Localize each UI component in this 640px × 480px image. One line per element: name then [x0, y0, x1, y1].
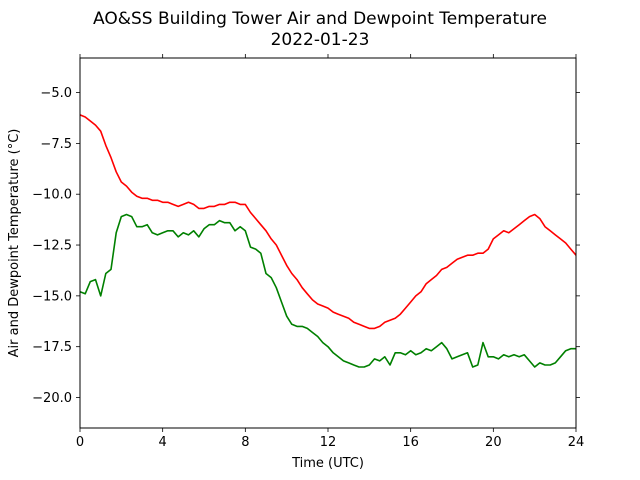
y-axis-label: Air and Dewpoint Temperature (°C) [7, 129, 22, 358]
x-tick-label: 24 [568, 435, 585, 450]
series-line-1 [79, 213, 576, 368]
plot-area: 0 4 8 12 16 20 24 −20.0 −17.5 −15.0 −12.5 −10.0 −7.5… [32, 54, 584, 450]
x-tick-label: 0 [76, 435, 84, 450]
x-tick-label: 4 [159, 435, 167, 450]
y-tick-label: −10.0 [32, 188, 72, 203]
y-tick-label: −5.0 [40, 86, 72, 101]
x-tick-label: 20 [485, 435, 502, 450]
chart-subtitle: 2022-01-23 [271, 30, 370, 50]
y-tick-label: −12.5 [32, 239, 72, 254]
y-tick-label: −20.0 [32, 391, 72, 406]
x-tick-label: 8 [241, 435, 249, 450]
chart-title: AO&SS Building Tower Air and Dewpoint Te… [93, 9, 547, 29]
x-axis-label: Time (UTC) [291, 456, 364, 471]
y-tick-label: −15.0 [32, 289, 72, 304]
x-tick-label: 16 [402, 435, 419, 450]
x-tick-label: 12 [320, 435, 337, 450]
series-line-0 [79, 114, 577, 330]
y-tick-label: −7.5 [40, 137, 72, 152]
plot-frame [79, 57, 577, 429]
y-tick-label: −17.5 [32, 340, 72, 355]
